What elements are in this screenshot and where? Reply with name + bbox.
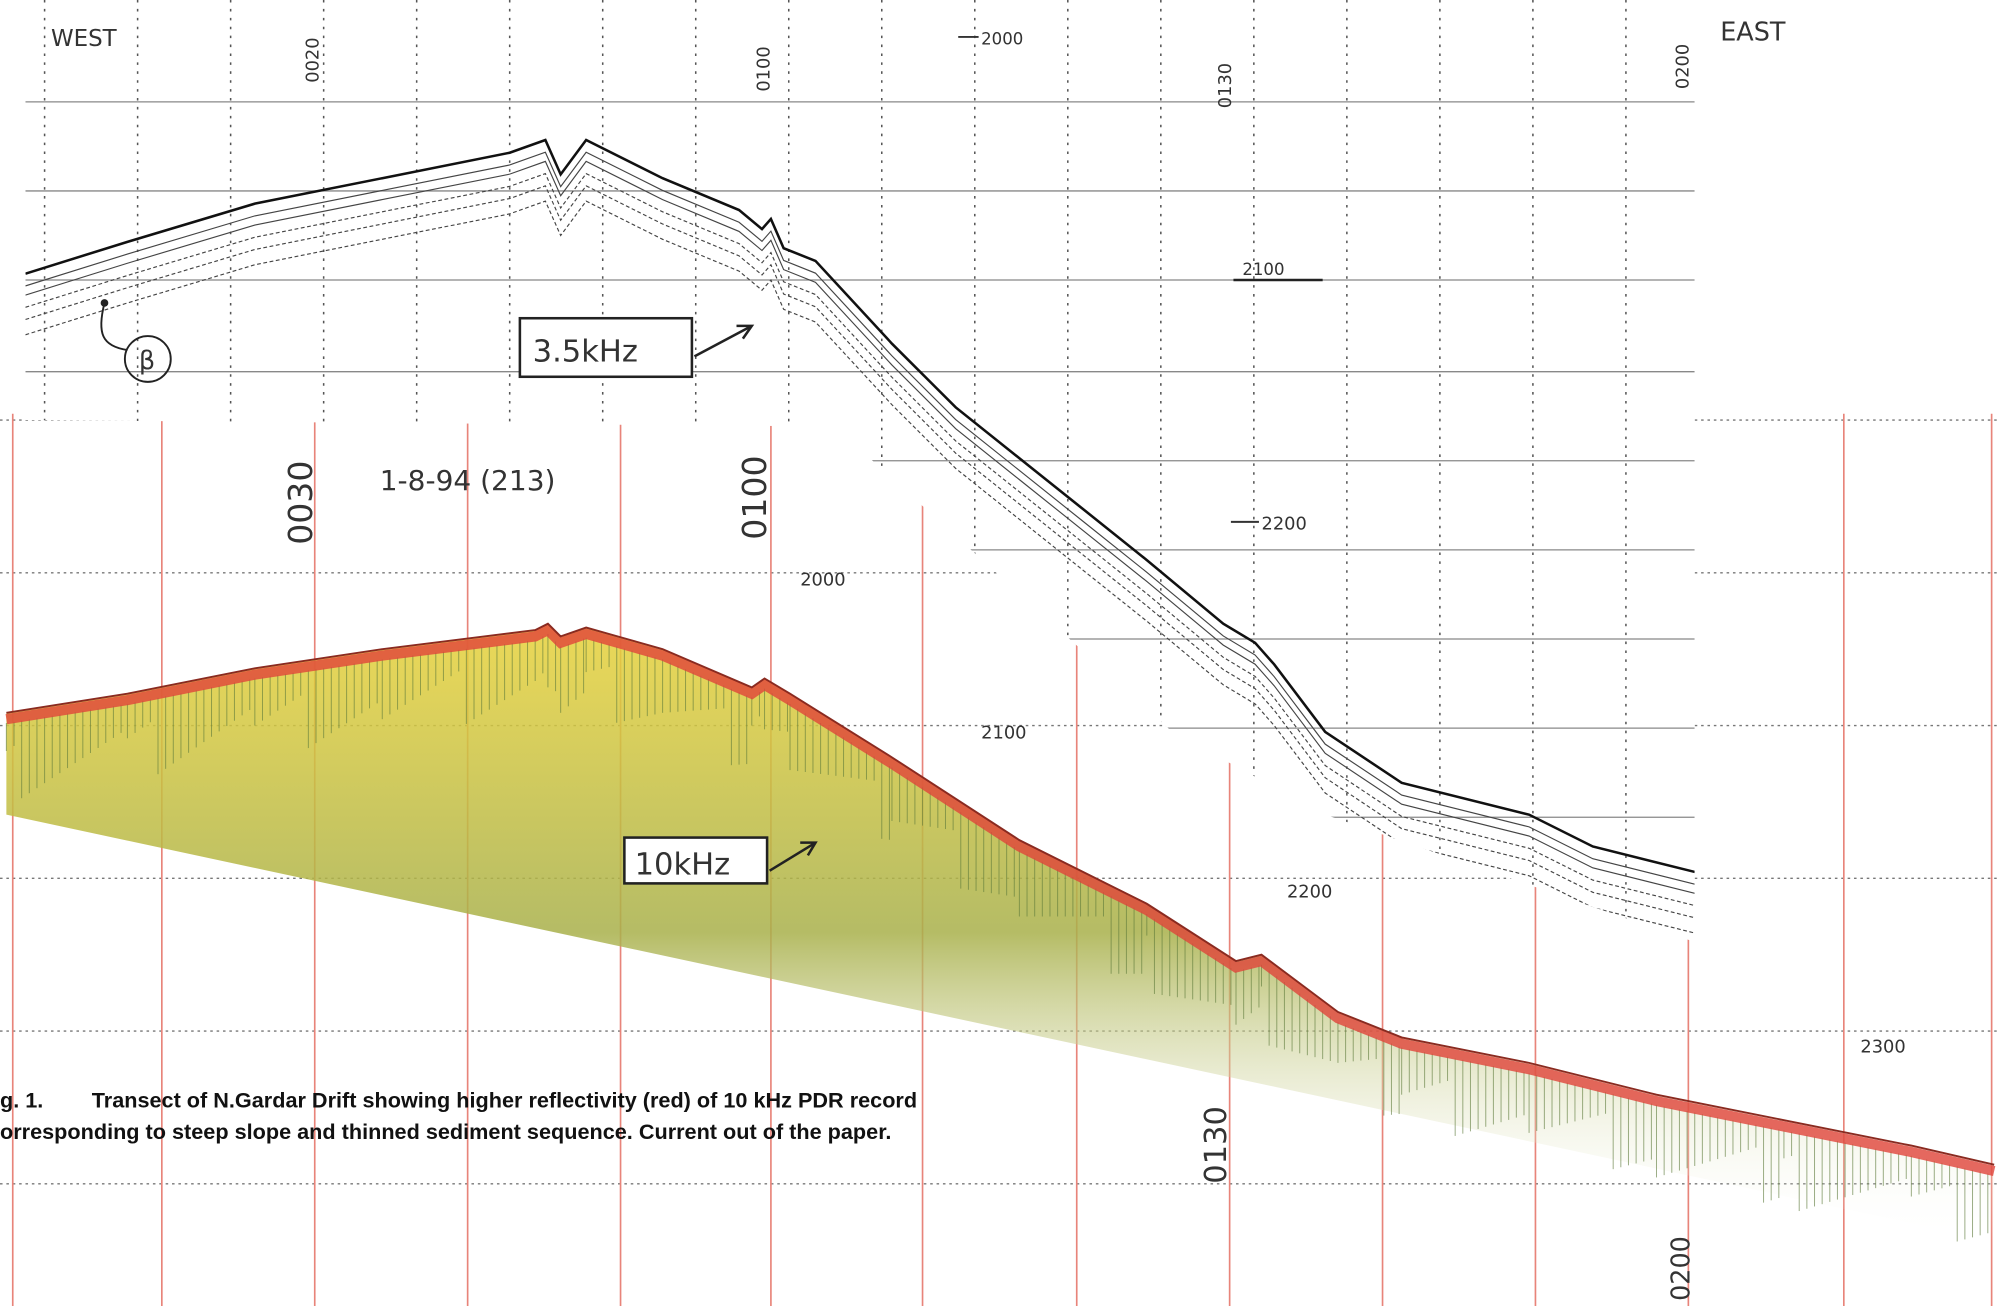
depth-mark: 2300 [1860, 1037, 1905, 1058]
west-label: WEST [51, 26, 118, 52]
echo-scatter [6, 624, 1994, 1241]
time-mark: 0100 [754, 46, 775, 91]
time-mark: 0200 [1672, 44, 1693, 89]
depth-mark: 2000 [800, 570, 845, 591]
page: { "record_3_5khz": { "west": "WEST", "ea… [0, 0, 1998, 1306]
time-mark: 0200 [1667, 1236, 1697, 1301]
depth-mark: 2100 [1242, 260, 1284, 279]
time-mark: 0030 [281, 461, 320, 545]
depth-mark: 2000 [981, 30, 1023, 49]
record-date: 1-8-94 (213) [380, 464, 556, 497]
figure: WEST EAST 0020 0100 0130 0200 2000 2100 … [0, 0, 1998, 1306]
time-mark: 0130 [1215, 63, 1236, 108]
caption-line: orresponding to steep slope and thinned … [0, 1119, 891, 1144]
depth-mark: 2200 [1287, 881, 1332, 902]
depth-mark: 2200 [1261, 514, 1306, 535]
time-mark: 0020 [303, 37, 324, 82]
caption-line: Transect of N.Gardar Drift showing highe… [92, 1087, 917, 1112]
reflector-label: β [139, 346, 155, 376]
frequency-label: 3.5kHz [533, 335, 638, 370]
east-label: EAST [1720, 18, 1786, 48]
frequency-label: 10kHz [635, 847, 731, 882]
time-mark: 0100 [735, 455, 774, 539]
seafloor-10khz [6, 624, 1994, 1242]
depth-mark: 2100 [981, 722, 1026, 743]
time-mark: 0130 [1199, 1106, 1234, 1184]
reflector-dot [101, 299, 109, 307]
caption-label: g. 1. [0, 1087, 43, 1112]
